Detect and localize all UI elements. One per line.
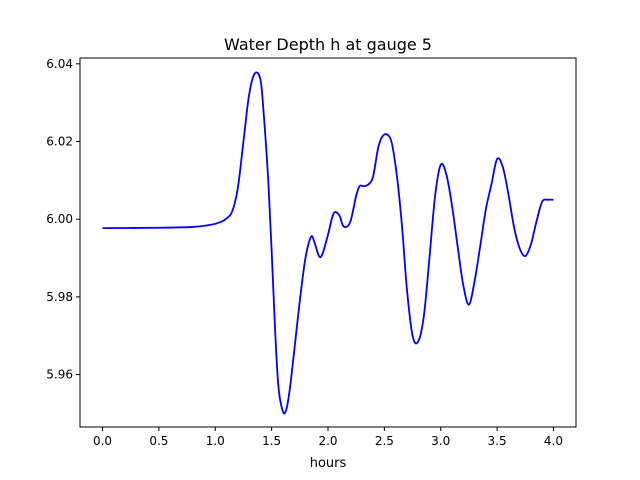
- y-tick-label: 5.96: [46, 368, 73, 382]
- water-depth-line: [102, 71, 554, 415]
- plot-frame: [79, 57, 577, 428]
- y-tick-label: 5.98: [46, 290, 73, 304]
- x-axis-label: hours: [310, 456, 347, 471]
- x-tick-label: 3.0: [431, 434, 450, 448]
- x-tick-label: 4.0: [544, 434, 563, 448]
- x-tick-label: 1.0: [206, 434, 225, 448]
- x-tick-label: 0.5: [149, 434, 168, 448]
- y-tick-label: 6.00: [46, 212, 73, 226]
- x-tick-label: 2.5: [375, 434, 394, 448]
- x-tick-label: 1.5: [262, 434, 281, 448]
- y-axis: 5.96 5.98 6.00 6.02 6.04: [46, 57, 80, 382]
- x-tick-label: 3.5: [488, 434, 507, 448]
- x-axis: 0.0 0.5 1.0 1.5 2.0 2.5 3.0 3.5 4.0: [93, 427, 563, 448]
- x-tick-label: 0.0: [93, 434, 112, 448]
- y-tick-label: 6.02: [46, 135, 73, 149]
- y-tick-label: 6.04: [46, 57, 73, 71]
- chart-title: Water Depth h at gauge 5: [224, 35, 432, 54]
- x-tick-label: 2.0: [318, 434, 337, 448]
